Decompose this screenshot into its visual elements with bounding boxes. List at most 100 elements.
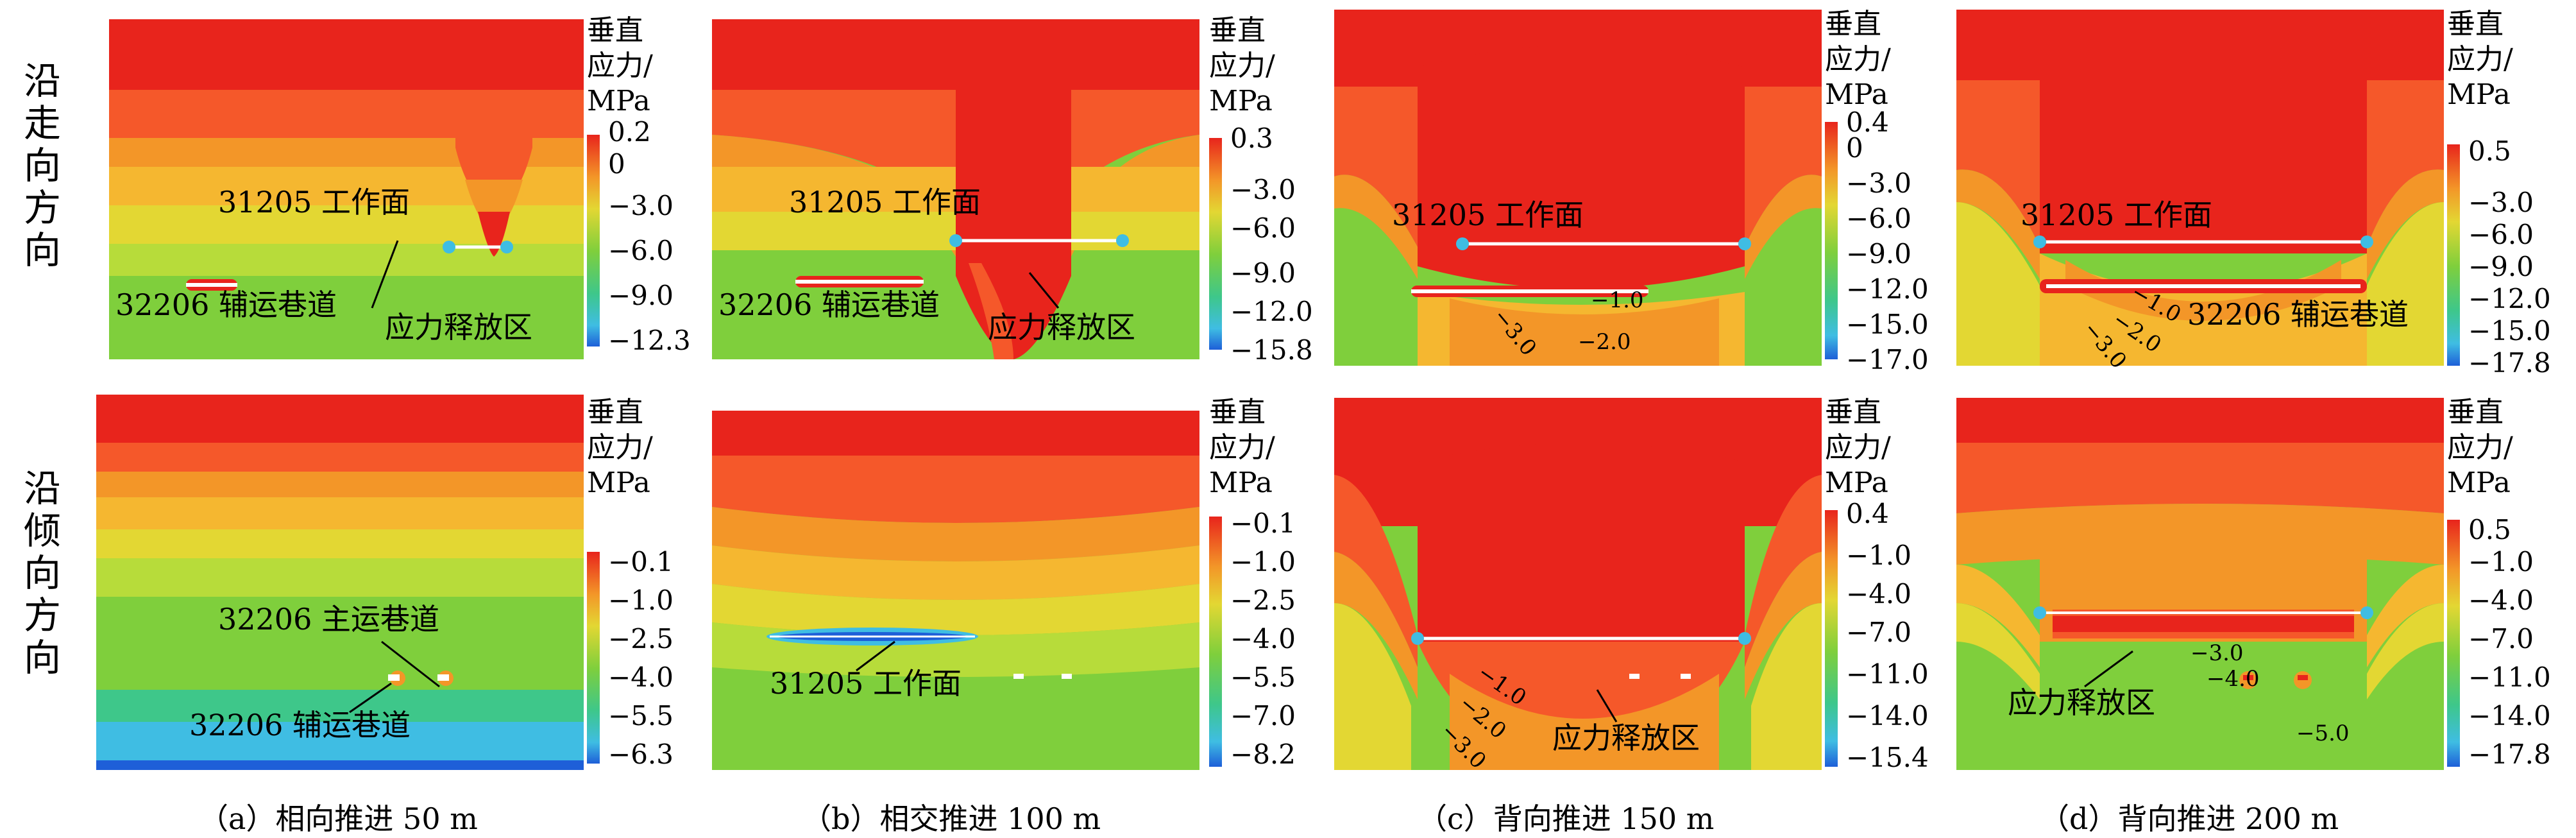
colorbar-d-bottom [2447, 520, 2460, 767]
label-b-bottom-face: 31205 工作面 [770, 666, 962, 701]
tick-c-top-5: −12.0 [1846, 273, 1929, 305]
tick-b-top-0: 0.3 [1230, 123, 1273, 154]
tick-d-top-3: −9.0 [2468, 251, 2534, 282]
tick-a-top-1: 0 [608, 148, 625, 180]
label-a-bottom-roadway: 32206 辅运巷道 [189, 708, 411, 742]
leader-line-d-bottom [2084, 650, 2133, 688]
label-a-top-roadway: 32206 辅运巷道 [115, 287, 337, 322]
leader-line-a-release [371, 240, 399, 309]
tick-b-top-5: −15.8 [1230, 334, 1313, 366]
label-d-top-face: 31205 工作面 [2021, 198, 2212, 232]
label-c-bottom-release: 应力释放区 [1552, 721, 1700, 755]
colorbar-b-top [1209, 138, 1222, 350]
tick-c-top-2: −3.0 [1846, 167, 1911, 199]
tick-a-top-5: −12.3 [608, 325, 691, 356]
tick-c-bottom-6: −15.4 [1846, 742, 1929, 773]
colorbar-a-top [587, 135, 600, 346]
tick-b-top-4: −12.0 [1230, 296, 1313, 327]
tick-d-top-4: −12.0 [2468, 283, 2551, 314]
plot-a-dip [96, 395, 584, 770]
tick-d-top-1: −3.0 [2468, 187, 2534, 218]
tick-d-bottom-5: −14.0 [2468, 700, 2551, 731]
colorbar-c-bottom [1825, 510, 1838, 767]
tick-a-top-3: −6.0 [608, 235, 674, 266]
tick-c-bottom-2: −4.0 [1846, 578, 1911, 610]
tick-b-bottom-5: −7.0 [1230, 700, 1296, 731]
tick-d-top-2: −6.0 [2468, 219, 2534, 250]
tick-c-bottom-4: −11.0 [1846, 658, 1929, 690]
tick-c-top-1: 0 [1846, 132, 1863, 164]
contour-d-bottom-1: −4.0 [2207, 666, 2260, 692]
tick-c-top-4: −9.0 [1846, 238, 1911, 269]
label-b-top-roadway: 32206 辅运巷道 [718, 287, 940, 322]
colorbar-d-top-title: 垂直 应力/MPa [2447, 8, 2513, 111]
tick-d-top-6: −17.8 [2468, 347, 2551, 379]
tick-d-bottom-1: −1.0 [2468, 546, 2534, 577]
tick-a-top-4: −9.0 [608, 280, 674, 311]
tick-c-top-3: −6.0 [1846, 203, 1911, 234]
colorbar-a-top-title: 垂直 应力/MPa [587, 14, 653, 117]
leader-line-b-bottom [856, 640, 895, 672]
label-d-top-roadway: 32206 辅运巷道 [2187, 297, 2409, 332]
row-label-dip: 沿倾向方向 [17, 468, 61, 680]
contour-c-top-0: −1.0 [1591, 287, 1644, 313]
tick-b-bottom-3: −4.0 [1230, 623, 1296, 654]
colorbar-c-top [1825, 122, 1838, 359]
tick-a-bottom-0: −0.1 [608, 546, 674, 577]
plot-b-dip [712, 411, 1199, 770]
label-d-bottom-release: 应力释放区 [2008, 685, 2155, 720]
tick-c-bottom-5: −14.0 [1846, 700, 1929, 731]
tick-d-bottom-2: −4.0 [2468, 585, 2534, 616]
tick-c-top-6: −15.0 [1846, 309, 1929, 340]
label-b-top-face: 31205 工作面 [789, 185, 981, 219]
tick-d-top-5: −15.0 [2468, 315, 2551, 346]
tick-c-bottom-3: −7.0 [1846, 617, 1911, 648]
colorbar-a-bottom-title: 垂直 应力/MPa [587, 396, 653, 499]
plot-b-strike [712, 19, 1199, 359]
tick-d-bottom-0: 0.5 [2468, 514, 2511, 545]
colorbar-d-bottom-title: 垂直 应力/MPa [2447, 396, 2513, 499]
tick-a-bottom-2: −2.5 [608, 623, 674, 654]
tick-a-bottom-1: −1.0 [608, 585, 674, 616]
label-b-top-release: 应力释放区 [988, 310, 1135, 345]
tick-b-bottom-2: −2.5 [1230, 585, 1296, 616]
contour-d-bottom-0: −3.0 [2190, 640, 2244, 666]
tick-a-top-2: −3.0 [608, 190, 674, 221]
colorbar-b-top-title: 垂直 应力/MPa [1209, 14, 1275, 117]
colorbar-b-bottom [1209, 517, 1222, 767]
plot-a-strike [109, 19, 584, 359]
tick-a-bottom-3: −4.0 [608, 662, 674, 693]
label-a-top-release: 应力释放区 [385, 310, 532, 345]
caption-b: （b）相交推进 100 m [802, 801, 1101, 836]
label-a-top-face: 31205 工作面 [218, 185, 410, 219]
tick-d-bottom-6: −17.8 [2468, 739, 2551, 770]
caption-d: （d）背向推进 200 m [2040, 801, 2339, 836]
plot-c-dip [1334, 398, 1822, 770]
tick-b-bottom-4: −5.5 [1230, 662, 1296, 693]
colorbar-c-bottom-title: 垂直 应力/MPa [1825, 396, 1891, 499]
contour-d-bottom-2: −5.0 [2296, 721, 2350, 746]
tick-c-top-0: 0.4 [1846, 107, 1889, 138]
leader-lines-a-bottom [381, 640, 440, 688]
tick-b-top-3: −9.0 [1230, 257, 1296, 289]
leader-line-a-bottom-roadway [349, 682, 392, 714]
plot-c-strike [1334, 10, 1822, 366]
plot-d-strike [1956, 10, 2444, 366]
tick-d-bottom-3: −7.0 [2468, 623, 2534, 654]
colorbar-a-bottom [587, 552, 600, 764]
colorbar-b-bottom-title: 垂直 应力/MPa [1209, 396, 1275, 499]
row-label-strike: 沿走向方向 [17, 61, 61, 273]
plot-d-dip [1956, 398, 2444, 770]
caption-c: （c）背向推进 150 m [1418, 801, 1715, 836]
caption-a: （a）相向推进 50 m [199, 801, 478, 836]
tick-d-top-0: 0.5 [2468, 135, 2511, 167]
tick-c-bottom-0: 0.4 [1846, 498, 1889, 529]
colorbar-d-top [2447, 144, 2460, 366]
tick-c-top-7: −17.0 [1846, 344, 1929, 375]
tick-a-bottom-5: −6.3 [608, 739, 674, 770]
tick-c-bottom-1: −1.0 [1846, 540, 1911, 571]
tick-a-top-0: 0.2 [608, 116, 651, 148]
label-c-top-face: 31205 工作面 [1392, 198, 1584, 232]
contour-c-top-1: −2.0 [1578, 329, 1631, 355]
tick-a-bottom-4: −5.5 [608, 700, 674, 731]
